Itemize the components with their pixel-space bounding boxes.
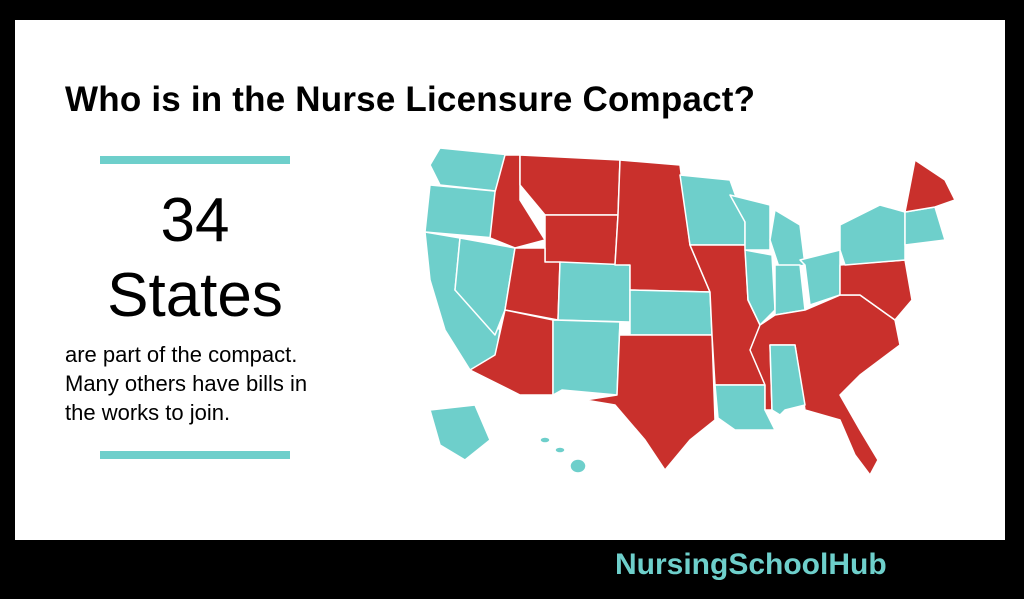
state xyxy=(769,209,806,271)
state xyxy=(539,436,551,444)
description: Many others have bills in xyxy=(65,371,308,396)
state xyxy=(904,159,956,213)
state xyxy=(744,249,776,326)
divider xyxy=(100,156,290,164)
state xyxy=(584,321,716,471)
brand: NursingSchoolHub xyxy=(615,548,887,581)
state xyxy=(519,154,621,216)
state xyxy=(629,289,713,336)
state xyxy=(839,259,913,321)
state xyxy=(839,204,906,266)
title: Who is in the Nurse Licensure Compact? xyxy=(65,80,756,119)
state xyxy=(799,249,841,306)
state xyxy=(729,194,771,251)
state xyxy=(769,344,806,416)
state xyxy=(679,174,746,246)
description: the works to join. xyxy=(65,400,231,425)
state xyxy=(454,237,516,336)
state xyxy=(554,446,566,454)
state xyxy=(544,214,619,266)
state xyxy=(552,319,621,396)
states xyxy=(424,147,956,476)
description: are part of the compact. xyxy=(65,342,298,367)
count: 34 xyxy=(160,186,230,255)
divider xyxy=(100,451,290,459)
state xyxy=(569,458,587,474)
state xyxy=(904,206,946,246)
state xyxy=(429,404,491,461)
unit: States xyxy=(107,261,283,330)
state xyxy=(557,261,631,323)
state xyxy=(774,264,806,316)
